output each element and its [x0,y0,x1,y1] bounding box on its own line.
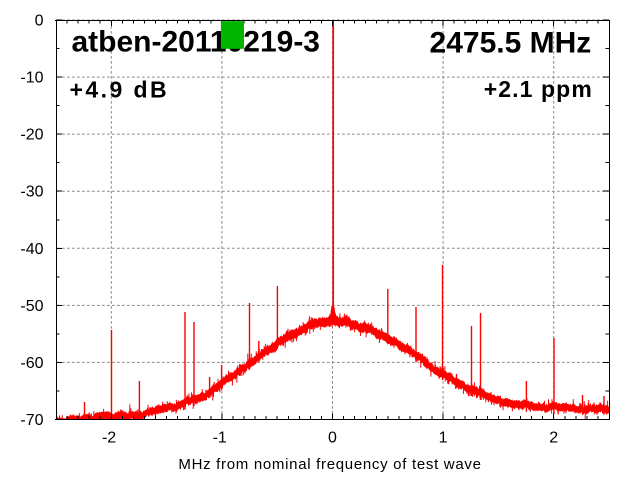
svg-text:-20: -20 [20,127,43,144]
svg-text:-60: -60 [20,355,43,372]
svg-text:+2.1 ppm: +2.1 ppm [484,76,593,102]
svg-text:-2: -2 [102,430,116,447]
svg-text:2: 2 [549,430,558,447]
svg-text:-70: -70 [20,412,43,429]
svg-text:MHz from nominal frequency of: MHz from nominal frequency of test wave [178,456,481,473]
svg-text:0: 0 [35,13,44,30]
svg-text:+4.9 dB: +4.9 dB [70,76,170,102]
svg-text:2475.5 MHz: 2475.5 MHz [430,27,592,60]
svg-text:-30: -30 [20,184,43,201]
svg-text:-10: -10 [20,70,43,87]
svg-text:0: 0 [328,430,337,447]
svg-text:1: 1 [439,430,448,447]
svg-text:-1: -1 [213,430,227,447]
svg-text:-50: -50 [20,298,43,315]
svg-text:atben-20110219-3: atben-20110219-3 [72,26,321,59]
svg-text:-40: -40 [20,241,43,258]
